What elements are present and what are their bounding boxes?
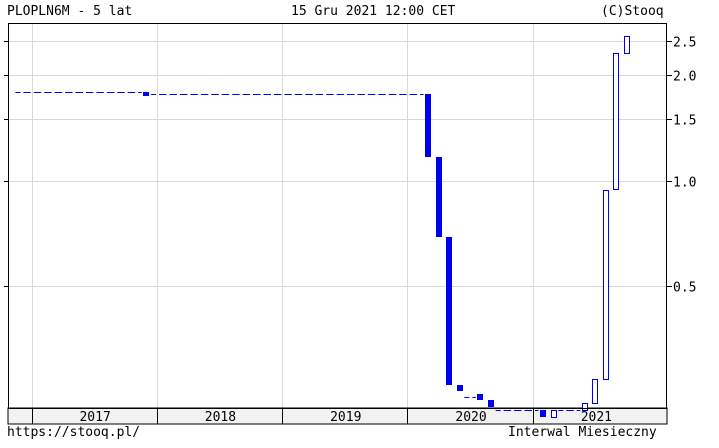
y-tick-label: 2.5 xyxy=(673,36,696,51)
x-tick-label: 2017 xyxy=(79,410,110,425)
y-tick-label: 2.0 xyxy=(673,70,696,85)
y-tick-label: 1.0 xyxy=(673,176,696,191)
candle-down xyxy=(436,157,442,237)
chart-datetime: 15 Gru 2021 12:00 CET xyxy=(291,4,456,19)
x-tick-label: 2021 xyxy=(581,410,612,425)
x-tick-label: 2019 xyxy=(330,410,361,425)
candle-down xyxy=(457,385,463,391)
candle-up xyxy=(624,36,630,54)
chart-title: PLOPLN6M - 5 lat xyxy=(7,4,133,19)
y-tick-label: 1.5 xyxy=(673,114,696,129)
candle-up xyxy=(613,53,619,190)
candle-up xyxy=(551,410,557,418)
candle-down xyxy=(540,410,546,417)
candle-down xyxy=(425,94,431,157)
candle-down xyxy=(488,400,494,407)
x-tick-label: 2018 xyxy=(205,410,236,425)
x-tick-label: 2020 xyxy=(455,410,486,425)
candle-up xyxy=(592,379,598,404)
candle-up xyxy=(582,403,588,411)
source-link[interactable]: https://stooq.pl/ xyxy=(7,425,141,440)
plot-area xyxy=(8,23,667,408)
y-tick-label: 0.5 xyxy=(673,281,696,296)
candle-up xyxy=(603,190,609,380)
candle-down xyxy=(143,92,149,96)
copyright-label: (C)Stooq xyxy=(601,4,664,19)
candle-down xyxy=(477,394,483,400)
plot-frame xyxy=(8,23,667,409)
interval-label: Interwal Miesieczny xyxy=(508,425,657,440)
candle-down xyxy=(446,237,452,385)
